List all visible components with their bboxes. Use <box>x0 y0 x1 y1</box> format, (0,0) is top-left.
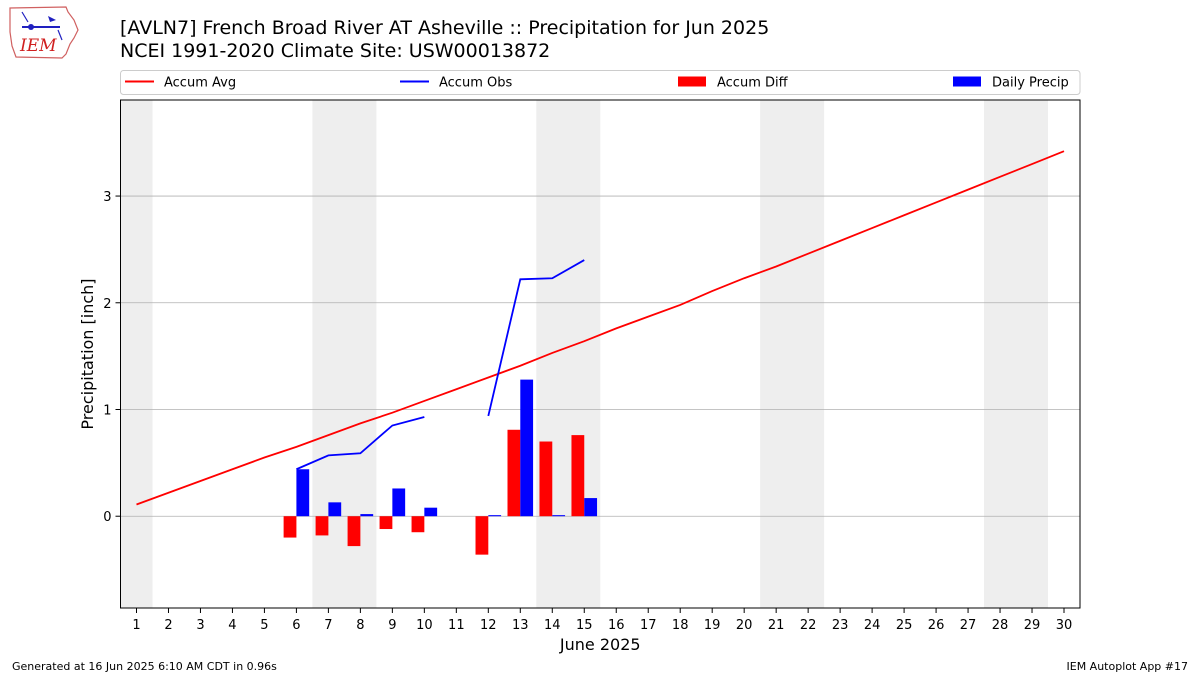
accum-diff-bar <box>411 516 425 533</box>
plot-frame <box>120 99 1081 609</box>
x-axis-label: June 2025 <box>559 635 641 654</box>
weekend-band <box>760 100 825 608</box>
daily-precip-bar <box>296 469 310 517</box>
x-tick-label: 19 <box>704 618 721 633</box>
accum-diff-bar <box>475 516 489 555</box>
legend-bar-swatch <box>953 76 981 87</box>
x-tick-label: 22 <box>800 618 817 633</box>
x-tick-label: 4 <box>228 618 236 633</box>
daily-precip-bar <box>584 498 598 517</box>
daily-precip-bar <box>392 488 406 517</box>
y-tick-label: 1 <box>103 403 111 418</box>
y-axis-label: Precipitation [inch] <box>78 278 97 429</box>
footer-generated: Generated at 16 Jun 2025 6:10 AM CDT in … <box>12 660 277 673</box>
legend-label: Accum Obs <box>439 76 512 91</box>
daily-precip-bar <box>328 502 342 517</box>
x-tick-label: 26 <box>928 618 945 633</box>
x-tick-label: 29 <box>1024 618 1041 633</box>
daily-precip-bar <box>488 515 502 517</box>
accum-diff-bar <box>571 435 585 517</box>
x-tick-label: 7 <box>324 618 332 633</box>
accum-diff-bar <box>539 441 553 517</box>
accum-obs-line <box>296 416 425 471</box>
x-tick-label: 21 <box>768 618 785 633</box>
chart-subtitle: NCEI 1991-2020 Climate Site: USW00013872 <box>120 40 551 62</box>
logo-text: IEM <box>19 36 57 56</box>
x-tick-label: 16 <box>608 618 625 633</box>
x-tick-label: 17 <box>640 618 657 633</box>
x-tick-label: 10 <box>416 618 433 633</box>
accum-diff-bar <box>379 516 393 530</box>
x-tick-label: 27 <box>960 618 977 633</box>
legend-bar-swatch <box>678 76 706 87</box>
x-tick-label: 6 <box>292 618 300 633</box>
x-tick-label: 23 <box>832 618 849 633</box>
legend-box <box>120 70 1081 95</box>
legend-label: Daily Precip <box>992 76 1069 91</box>
x-tick-label: 20 <box>736 618 753 633</box>
accum-diff-bar <box>315 516 329 536</box>
x-tick-label: 30 <box>1056 618 1073 633</box>
x-tick-label: 14 <box>544 618 561 633</box>
daily-precip-bar <box>552 515 566 517</box>
weekend-band <box>984 100 1049 608</box>
x-tick-label: 2 <box>164 618 172 633</box>
legend-label: Accum Diff <box>717 76 789 91</box>
accum-avg-line <box>136 150 1065 506</box>
x-tick-label: 8 <box>356 618 364 633</box>
y-tick-label: 2 <box>103 297 111 312</box>
accum-diff-bar <box>507 429 521 517</box>
weekend-band <box>120 100 153 608</box>
x-tick-label: 9 <box>388 618 396 633</box>
x-tick-label: 5 <box>260 618 268 633</box>
accum-diff-bar <box>283 516 297 538</box>
x-tick-label: 12 <box>480 618 497 633</box>
x-tick-label: 24 <box>864 618 881 633</box>
x-tick-label: 18 <box>672 618 689 633</box>
legend-label: Accum Avg <box>164 76 236 91</box>
iem-logo: IEM <box>9 6 79 59</box>
x-tick-label: 1 <box>132 618 140 633</box>
y-tick-label: 0 <box>103 510 111 525</box>
x-tick-label: 13 <box>512 618 529 633</box>
daily-precip-bar <box>360 514 374 517</box>
accum-diff-bar <box>347 516 361 547</box>
daily-precip-bar <box>520 379 534 517</box>
y-tick-label: 3 <box>103 190 111 205</box>
x-tick-label: 28 <box>992 618 1009 633</box>
x-tick-label: 15 <box>576 618 593 633</box>
x-tick-label: 25 <box>896 618 913 633</box>
x-tick-label: 3 <box>196 618 204 633</box>
weekend-band <box>536 100 601 608</box>
footer-app: IEM Autoplot App #17 <box>1066 660 1189 673</box>
chart-title: [AVLN7] French Broad River AT Asheville … <box>120 17 770 39</box>
legend: Accum Avg Accum Obs Accum Diff Daily Precip <box>120 70 1081 95</box>
daily-precip-bar <box>424 507 438 517</box>
accum-obs-line <box>487 259 585 417</box>
x-tick-label: 11 <box>448 618 465 633</box>
